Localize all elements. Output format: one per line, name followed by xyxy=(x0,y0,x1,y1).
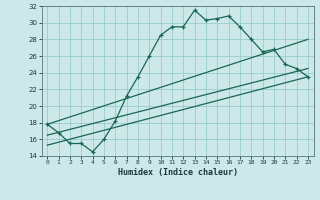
X-axis label: Humidex (Indice chaleur): Humidex (Indice chaleur) xyxy=(118,168,237,177)
